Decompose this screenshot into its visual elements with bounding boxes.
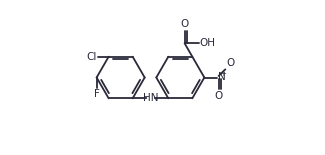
Text: -: - xyxy=(229,61,232,70)
Text: HN: HN xyxy=(143,93,158,103)
Text: N: N xyxy=(218,73,226,82)
Text: F: F xyxy=(94,89,99,99)
Text: O: O xyxy=(180,19,189,29)
Text: O: O xyxy=(214,91,223,101)
Text: OH: OH xyxy=(199,38,215,48)
Text: +: + xyxy=(220,71,226,77)
Text: Cl: Cl xyxy=(87,52,97,62)
Text: O: O xyxy=(227,58,235,68)
